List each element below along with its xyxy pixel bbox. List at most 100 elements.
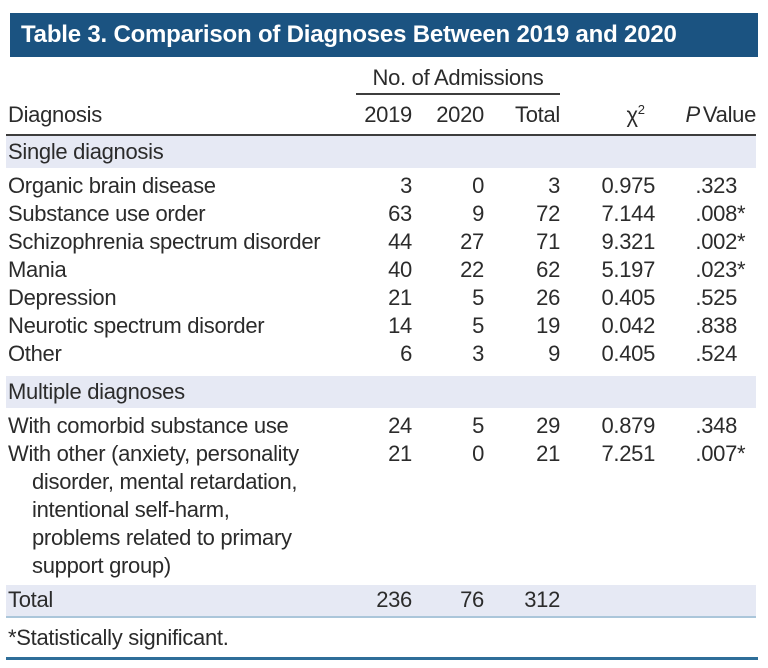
spacer-cell: [6, 168, 757, 173]
table-title-bar: Table 3. Comparison of Diagnoses Between…: [10, 13, 758, 57]
diagnosis-wrap-line: intentional self-harm,: [32, 497, 230, 523]
column-header-p-value: P Value: [655, 94, 757, 137]
cell-total: 71: [536, 229, 561, 255]
footnote-area: *Statistically significant.: [6, 618, 758, 661]
cell-p-value: .525: [695, 285, 738, 311]
cell-2020: 27: [460, 229, 484, 255]
cell-2019: 6: [400, 341, 412, 367]
cell-2020: 9: [472, 201, 484, 227]
header-group-spacer: [655, 65, 756, 94]
cell-2019: 21: [388, 285, 412, 311]
diagnoses-table: No. of Admissions Diagnosis 2019 2020 To…: [6, 65, 757, 619]
cell-2019: 44: [388, 229, 412, 255]
table-body: Single diagnosis Organic brain disease 3 0 3…: [6, 135, 757, 619]
cell-diagnosis: Other: [8, 341, 62, 367]
cell-chi-squared: 7.251: [601, 441, 656, 467]
cell-diagnosis: With comorbid substance use: [8, 413, 289, 439]
p-value-label: Value: [702, 102, 757, 128]
spacer-row: [6, 368, 757, 377]
cell-2020: 5: [472, 285, 484, 311]
cell-total: 19: [536, 313, 561, 339]
column-header-2020: 2020: [412, 94, 484, 137]
table-row: With other (anxiety, personality disorder…: [6, 440, 756, 580]
cell-2020: 0: [472, 173, 484, 199]
spacer-row: [6, 408, 757, 413]
spacer-cell: [6, 368, 757, 377]
table-row: With comorbid substance use 24 5 29 0.879 .34…: [6, 412, 756, 440]
cell-diagnosis: Organic brain disease: [8, 173, 216, 199]
table-row: Depression 21 5 26 0.405 .525: [6, 284, 756, 312]
cell-total: 9: [548, 341, 561, 367]
column-header-2019: 2019: [356, 94, 412, 137]
cell-diagnosis: Schizophrenia spectrum disorder: [8, 229, 321, 255]
cell-p-value: .348: [695, 413, 738, 439]
chi-symbol: χ: [626, 102, 639, 128]
spacer-row: [6, 580, 757, 586]
header-columns-row: Diagnosis 2019 2020 Total χ2 P Value: [6, 94, 757, 137]
table-row: Mania 40 22 62 5.197 .023*: [6, 256, 756, 284]
cell-2019: 63: [388, 201, 412, 227]
cell-diagnosis: Total: [6, 585, 356, 619]
table-row: Neurotic spectrum disorder 14 5 19 0.042 .838: [6, 312, 756, 340]
cell-2020: 5: [472, 413, 484, 439]
cell-2020: 76: [412, 585, 484, 619]
cell-chi-squared: 0.042: [601, 313, 656, 339]
cell-2020: 5: [472, 313, 484, 339]
cell-2019: 236: [356, 585, 412, 619]
column-header-chi-squared: χ2: [560, 94, 656, 137]
diagnosis-wrap-line: problems related to primary: [32, 525, 292, 551]
table-row: Organic brain disease 3 0 3 0.975 .323: [6, 172, 756, 200]
section-header-label: Multiple diagnoses: [6, 376, 757, 409]
cell-total: 72: [536, 201, 561, 227]
cell-p-value: .323: [695, 173, 738, 199]
cell-diagnosis: Substance use order: [8, 201, 206, 227]
cell-2020: 0: [472, 441, 484, 467]
p-symbol: P: [685, 102, 701, 128]
diagnosis-line: With other (anxiety, personality: [8, 441, 299, 467]
admissions-group-header: No. of Admissions: [356, 65, 561, 95]
cell-p-value: .023*: [695, 257, 746, 283]
section-header-row: Multiple diagnoses: [6, 376, 757, 409]
cell-p-value: .002*: [695, 229, 746, 255]
section-header-row: Single diagnosis: [6, 135, 757, 169]
cell-chi-squared: 0.405: [601, 341, 656, 367]
table-row: Schizophrenia spectrum disorder 44 27 71 9.3…: [6, 228, 756, 256]
cell-2019: 40: [388, 257, 412, 283]
diagnosis-wrap-line: disorder, mental retardation,: [32, 469, 298, 495]
column-header-diagnosis: Diagnosis: [6, 94, 356, 137]
cell-chi-squared: 0.975: [601, 173, 656, 199]
cell-2019: 3: [400, 173, 412, 199]
column-header-total: Total: [484, 94, 560, 137]
diagnosis-wrap-line: support group): [32, 553, 171, 579]
cell-total: 62: [536, 257, 561, 283]
table-row: Substance use order 63 9 72 7.144 .008*: [6, 200, 756, 228]
cell-total: 21: [536, 441, 561, 467]
header-group-spacer: [6, 65, 356, 94]
cell-chi-squared: 9.321: [601, 229, 656, 255]
spacer-cell: [6, 580, 757, 586]
chi-exponent: 2: [637, 102, 646, 117]
cell-total: 3: [548, 173, 561, 199]
cell-chi-squared: 7.144: [601, 201, 656, 227]
cell-2019: 14: [388, 313, 412, 339]
cell-total: 26: [536, 285, 561, 311]
cell-diagnosis: Neurotic spectrum disorder: [8, 313, 265, 339]
cell-chi-squared: 5.197: [601, 257, 656, 283]
cell-2020: 3: [472, 341, 484, 367]
cell-2020: 22: [460, 257, 484, 283]
cell-p-value: .008*: [695, 201, 746, 227]
cell-p-value: .838: [695, 313, 738, 339]
table-row: Other 6 3 9 0.405 .524: [6, 340, 756, 368]
spacer-row: [6, 168, 757, 173]
cell-p-value: .007*: [695, 441, 746, 467]
table-header: No. of Admissions Diagnosis 2019 2020 To…: [6, 65, 757, 137]
cell-diagnosis: With other (anxiety, personality disorder…: [6, 440, 356, 580]
cell-2019: 24: [388, 413, 412, 439]
cell-2019: 21: [388, 441, 412, 467]
cell-chi-squared: 0.405: [601, 285, 656, 311]
footnote: *Statistically significant.: [8, 625, 229, 651]
header-group-row: No. of Admissions: [6, 65, 756, 95]
cell-p-value: .524: [695, 341, 738, 367]
total-row: Total 236 76 312: [6, 585, 757, 619]
